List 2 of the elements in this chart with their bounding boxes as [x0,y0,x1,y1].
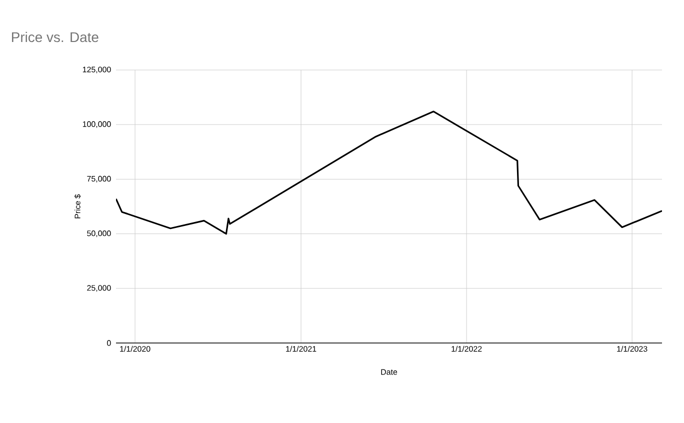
chart-title: Price vs. Date [12,32,98,42]
line-series [116,110,662,235]
